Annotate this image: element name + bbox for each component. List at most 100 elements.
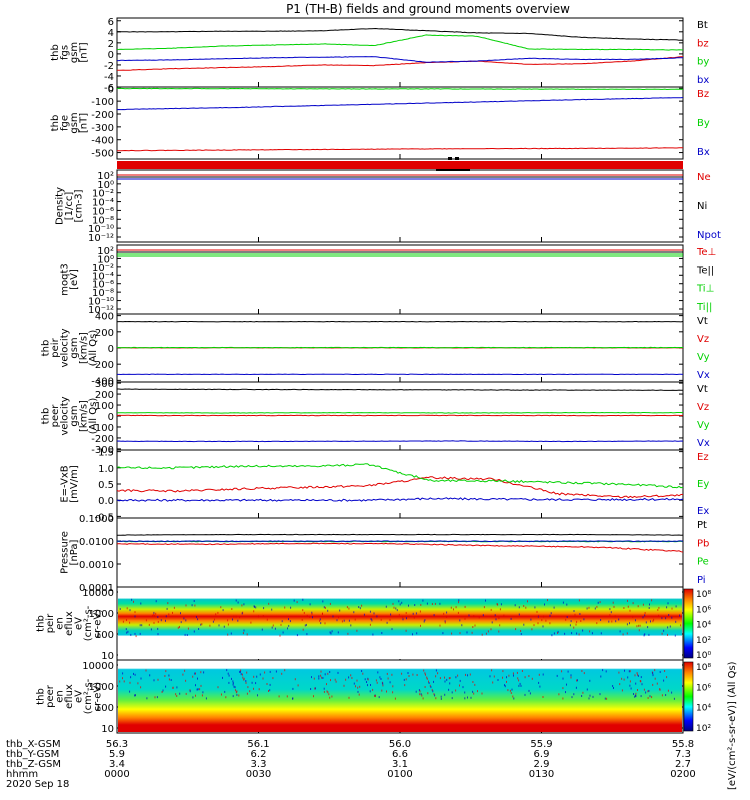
spectrogram-speckle: [458, 601, 460, 604]
spectrogram-speckle: [561, 670, 563, 673]
spectrogram-speckle: [586, 688, 588, 691]
spectrogram-speckle: [223, 625, 225, 628]
spectrogram-speckle: [184, 669, 186, 672]
spectrogram-speckle: [424, 686, 426, 688]
spectrogram-speckle: [663, 679, 665, 682]
spectrogram-speckle: [667, 626, 669, 629]
spectrogram-speckle: [315, 687, 316, 690]
legend-vx: Vx: [697, 370, 710, 381]
x-tick-hhmm: 0100: [387, 769, 412, 780]
spectrogram-speckle: [502, 670, 504, 673]
spectrogram-speckle: [280, 623, 282, 626]
y-tick-label: 100: [95, 630, 114, 641]
spectrogram-speckle: [234, 686, 236, 689]
y-tick-label: 0.1000: [79, 514, 114, 525]
legend-npot: Npot: [697, 230, 721, 241]
spectrogram-speckle: [428, 680, 429, 683]
spectrogram-speckle: [503, 614, 505, 617]
spectrogram-speckle: [311, 676, 312, 679]
spectrogram-speckle: [634, 695, 636, 698]
spectrogram-speckle: [618, 618, 620, 621]
spectrogram-speckle: [194, 672, 196, 675]
spectrogram-speckle: [353, 611, 355, 614]
spectrogram-speckle: [165, 615, 167, 618]
spectrogram-speckle: [329, 602, 331, 605]
spectrogram-speckle: [642, 603, 644, 606]
y-axis-label: velocity: [59, 328, 70, 367]
spectrogram-speckle: [320, 622, 322, 625]
spectrogram-speckle: [350, 674, 352, 677]
spectrogram-speckle: [192, 696, 194, 699]
spectrogram-speckle: [422, 697, 424, 700]
spectrogram-speckle: [122, 672, 124, 675]
spectrogram-speckle: [653, 618, 655, 621]
y-tick-label: 10⁻¹⁰: [88, 297, 114, 308]
spectrogram-speckle: [164, 675, 166, 677]
spectrogram-speckle: [451, 632, 453, 635]
spectrogram-speckle: [458, 599, 460, 602]
spectrogram-speckle: [623, 607, 625, 609]
y-tick-label: 1000: [89, 682, 114, 693]
spectrogram-speckle: [459, 632, 461, 635]
spectrogram-speckle: [647, 697, 649, 699]
spectrogram-speckle: [348, 696, 350, 699]
spectrogram-speckle: [491, 669, 493, 672]
spectrogram-speckle: [148, 623, 150, 626]
spectrogram-speckle: [284, 669, 286, 672]
spectrogram-speckle: [433, 680, 434, 683]
y-axis-label: Pressure: [59, 531, 70, 574]
spectrogram-speckle: [345, 678, 347, 681]
spectrogram-speckle: [420, 603, 422, 606]
spectrogram-speckle: [241, 612, 243, 615]
spectrogram-speckle: [199, 688, 201, 691]
spectrogram-speckle: [429, 684, 431, 687]
spectrogram-speckle: [495, 618, 497, 621]
spectrogram-speckle: [168, 678, 170, 681]
spectrogram-speckle: [139, 624, 141, 627]
y-tick-label: 400: [95, 312, 114, 323]
spectrogram-speckle: [680, 624, 682, 627]
spectrogram-speckle: [471, 631, 473, 634]
spectrogram-speckle: [596, 622, 598, 625]
spectrogram-speckle: [629, 680, 631, 683]
spectrogram-speckle: [372, 688, 374, 691]
spectrogram-speckle: [449, 677, 451, 679]
spectrogram-speckle: [141, 624, 143, 627]
spectrogram-speckle: [671, 691, 673, 694]
spectrogram-speckle: [571, 696, 573, 699]
y-axis-label: eflux: [64, 611, 75, 636]
spectrogram-speckle: [618, 671, 620, 674]
spectrogram-speckle: [126, 607, 128, 610]
x-tick-z: 2.9: [534, 759, 550, 770]
y-tick-label: 10⁰: [97, 254, 114, 265]
spectrogram-speckle: [191, 604, 193, 607]
spectrogram-speckle: [243, 678, 245, 681]
quality-flag-marker: [448, 157, 452, 160]
legend-ne: Ne: [697, 172, 711, 183]
spectrogram-speckle: [348, 676, 350, 679]
spectrogram-speckle: [673, 697, 675, 700]
spectrogram-speckle: [570, 674, 572, 677]
spectrogram-speckle: [241, 673, 243, 676]
y-axis-label: (cm²-s-: [83, 678, 94, 714]
series-vy-line: [116, 346, 683, 349]
spectrogram-speckle: [166, 607, 168, 610]
spectrogram-speckle: [402, 615, 404, 618]
spectrogram-speckle: [464, 617, 466, 620]
y-tick-label: -200: [91, 434, 114, 445]
spectrogram-speckle: [523, 623, 525, 626]
spectrogram-speckle: [176, 686, 178, 689]
y-axis-label: gsm: [69, 337, 80, 358]
spectrogram-speckle: [281, 620, 283, 623]
spectrogram-speckle: [573, 610, 575, 612]
spectrogram-speckle: [566, 603, 568, 606]
spectrogram-speckle: [324, 622, 326, 625]
spectrogram-speckle: [472, 626, 474, 628]
panel-4: moqt3[eV] 10²10⁰10⁻²10⁻⁴10⁻⁶10⁻⁸10⁻¹⁰10⁻¹…: [59, 244, 716, 316]
spectrogram-speckle: [581, 670, 583, 672]
y-tick-label: 1.5: [98, 448, 114, 459]
legend-vt: Vt: [697, 384, 708, 395]
spectrogram-speckle: [170, 679, 172, 681]
